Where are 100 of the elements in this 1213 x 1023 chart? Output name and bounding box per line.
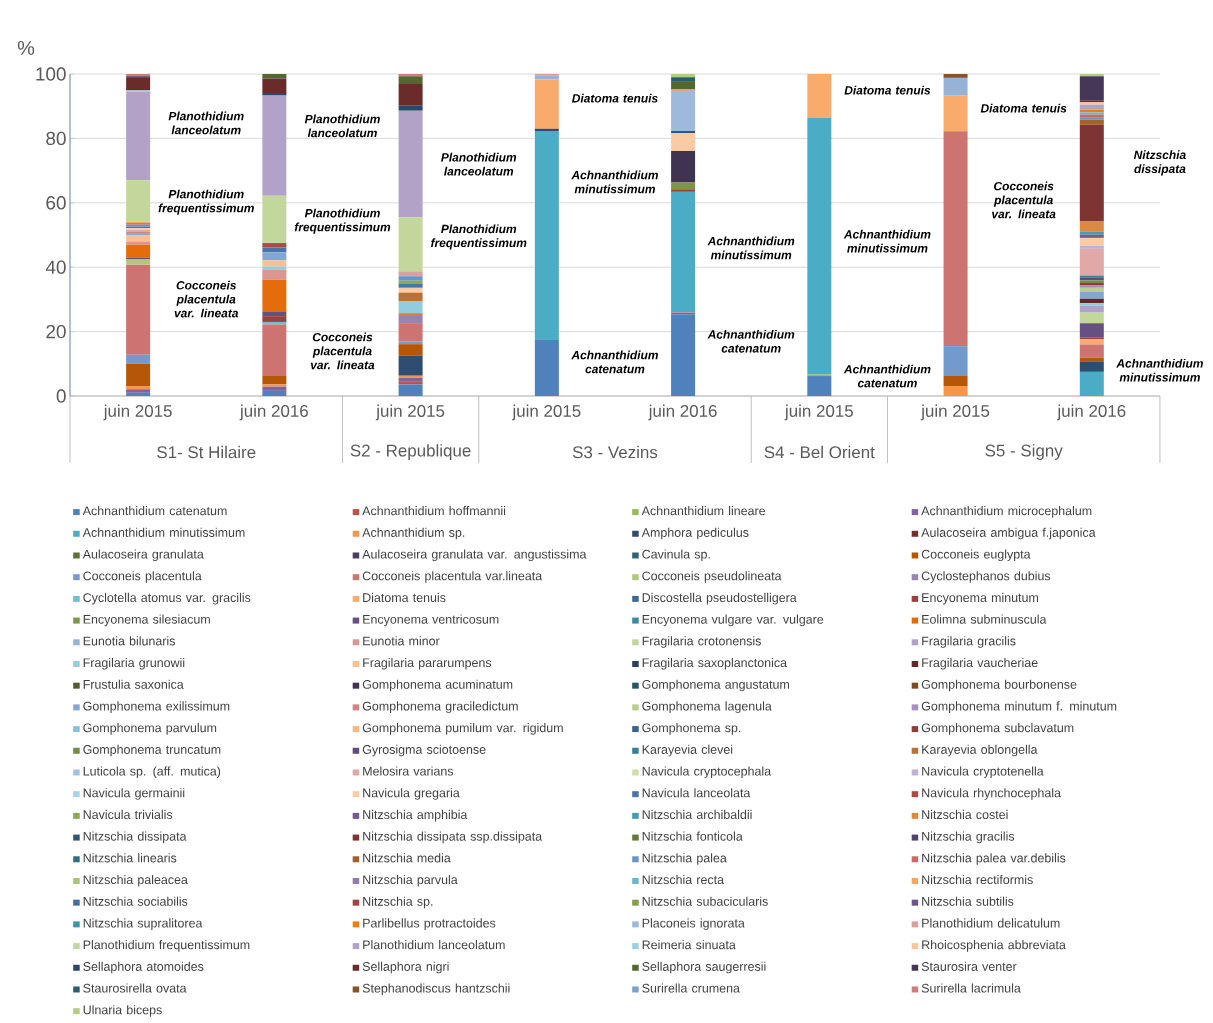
legend-label: Sellaphora saugerresii bbox=[642, 961, 766, 974]
legend-label: Cyclotella atomus var. gracilis bbox=[83, 592, 251, 605]
legend-label: Nitzschia dissipata ssp.dissipata bbox=[363, 831, 543, 844]
legend-label: Aulacoseira ambigua f.japonica bbox=[921, 527, 1096, 540]
annotation: Achnanthidium catenatum bbox=[571, 350, 658, 374]
annotation: Cocconeis placentula var. lineata bbox=[310, 332, 375, 370]
annotation: Diatoma tenuis bbox=[571, 93, 658, 103]
legend-label: Encyonema vulgare var. vulgare bbox=[642, 614, 824, 627]
legend-label: Navicula cryptocephala bbox=[642, 766, 772, 779]
annotation: Planothidium lanceolatum bbox=[441, 152, 517, 176]
x-tick-label: juin 2015 bbox=[920, 404, 990, 421]
annotation: Planothidium frequentissimum bbox=[431, 224, 527, 250]
legend-label: Fragilaria vaucheriae bbox=[922, 657, 1038, 670]
legend-label: Staurosirella ovata bbox=[83, 983, 187, 993]
legend-label: Achnanthidium lineare bbox=[641, 506, 766, 516]
legend-label: Cocconeis euglypta bbox=[921, 549, 1031, 562]
legend-label: Cocconeis placentula bbox=[83, 571, 202, 583]
legend-label: Fragilaria crotonensis bbox=[642, 636, 761, 648]
text: S3 - Vezins bbox=[572, 445, 658, 459]
y-tick-label: 20 bbox=[46, 324, 66, 339]
annotation: Cocconeis placentula var. lineata bbox=[992, 181, 1056, 219]
legend-label: Achnanthidium microcephalum bbox=[921, 506, 1092, 518]
y-tick-label: 100 bbox=[36, 67, 66, 81]
legend-label: Placoneis ignorata bbox=[642, 918, 745, 930]
x-tick-label: juin 2015 bbox=[784, 404, 853, 421]
legend-label: Nitzschia linearis bbox=[83, 853, 177, 863]
legend-label: Sellaphora nigri bbox=[362, 961, 449, 974]
legend-label: Fragilaria pararumpens bbox=[363, 657, 492, 670]
legend-label: Eolimna subminuscula bbox=[922, 614, 1047, 624]
legend-label: Planothidium lanceolatum bbox=[363, 940, 505, 950]
x-tick-label: juin 2015 bbox=[375, 404, 445, 421]
legend-label: Cavinula sp. bbox=[642, 549, 710, 562]
legend-label: Encyonema minutum bbox=[922, 592, 1039, 605]
legend-label: Planothidium frequentissimum bbox=[83, 940, 250, 952]
legend-label: Diatoma tenuis bbox=[363, 592, 446, 603]
annotation: Achnanthidium minutissimum bbox=[707, 236, 795, 260]
legend-label: Karayevia clevei bbox=[642, 744, 733, 757]
legend-label: Nitzschia gracilis bbox=[922, 831, 1015, 844]
legend-label: Navicula rhynchocephala bbox=[922, 788, 1061, 800]
legend-label: Discostella pseudostelligera bbox=[642, 592, 797, 605]
legend-label: Gomphonema truncatum bbox=[83, 744, 221, 757]
annotation: Planothidium lanceolatum bbox=[304, 114, 380, 138]
legend-label: Navicula germainii bbox=[83, 788, 185, 800]
legend-label: Nitzschia recta bbox=[642, 874, 725, 885]
legend-label: Staurosira venter bbox=[921, 961, 1017, 971]
text: S5 - Signy bbox=[985, 444, 1063, 460]
legend-label: Gyrosigma sciotoense bbox=[362, 744, 486, 757]
legend-label: Nitzschia sociabilis bbox=[83, 896, 188, 906]
legend-label: Nitzschia amphibia bbox=[363, 809, 468, 822]
legend-label: Gomphonema subclavatum bbox=[921, 723, 1074, 735]
legend-label: Achnanthidium catenatum bbox=[82, 506, 227, 516]
x-tick-label: juin 2016 bbox=[239, 404, 308, 421]
legend-label: Nitzschia subtilis bbox=[922, 896, 1014, 906]
text: S1- St Hilaire bbox=[157, 445, 256, 459]
legend-label: Nitzschia costei bbox=[922, 809, 1008, 820]
legend-label: Encyonema silesiacum bbox=[83, 614, 210, 627]
annotation: Achnanthidium minutissimum bbox=[571, 170, 658, 194]
y-tick-label: 60 bbox=[46, 196, 66, 210]
legend-label: Navicula lanceolata bbox=[642, 788, 751, 798]
y-axis-title: % bbox=[17, 41, 35, 55]
legend-label: Nitzschia archibaldii bbox=[642, 809, 752, 820]
legend-label: Surirella lacrimula bbox=[921, 983, 1021, 993]
text: S2 - Republique bbox=[350, 444, 471, 460]
legend-label: Nitzschia fonticola bbox=[642, 831, 743, 841]
annotation: Achnanthidium minutissimum bbox=[843, 229, 931, 253]
annotation: Achnanthidium catenatum bbox=[707, 329, 795, 353]
text: S4 - Bel Orient bbox=[764, 445, 875, 459]
legend-label: Nitzschia rectiformis bbox=[922, 874, 1033, 885]
x-tick-label: juin 2015 bbox=[103, 404, 172, 421]
legend-label: Gomphonema angustatum bbox=[642, 679, 789, 692]
y-tick-label: 40 bbox=[45, 260, 66, 274]
legend-label: Nitzschia sp. bbox=[363, 896, 433, 909]
y-tick-label: 80 bbox=[46, 131, 66, 146]
legend-label: Achnanthidium minutissimum bbox=[82, 527, 245, 537]
legend-label: Navicula gregaria bbox=[363, 788, 460, 800]
legend-label: Stephanodiscus hantzschii bbox=[362, 983, 510, 996]
annotation: Planothidium frequentissimum bbox=[294, 208, 391, 234]
legend-label: Navicula trivialis bbox=[83, 809, 173, 820]
legend-label: Nitzschia supralitorea bbox=[83, 918, 203, 930]
legend-label: Nitzschia dissipata bbox=[83, 831, 187, 844]
legend-label: Eunotia bilunaris bbox=[83, 636, 175, 646]
legend-label: Nitzschia media bbox=[363, 853, 451, 863]
legend-label: Rhoicosphenia abbreviata bbox=[922, 940, 1066, 952]
legend-label: Eunotia minor bbox=[363, 636, 440, 646]
x-tick-label: juin 2015 bbox=[512, 404, 581, 421]
legend-label: Sellaphora atomoides bbox=[83, 961, 204, 974]
legend-label: Nitzschia palea bbox=[642, 853, 727, 865]
legend-label: Achnanthidium hoffmannii bbox=[362, 506, 506, 516]
legend-label: Gomphonema exilissimum bbox=[83, 701, 230, 713]
legend-label: Aulacoseira granulata bbox=[82, 549, 204, 562]
legend-label: Nitzschia paleacea bbox=[83, 874, 188, 887]
legend-label: Parlibellus protractoides bbox=[363, 918, 496, 930]
legend-label: Melosira varians bbox=[363, 766, 454, 776]
legend-label: Gomphonema pumilum var. rigidum bbox=[362, 723, 563, 735]
legend-label: Gomphonema parvulum bbox=[83, 723, 217, 735]
legend-label: Gomphonema sp. bbox=[642, 723, 741, 735]
annotation: Nitzschia dissipata bbox=[1133, 150, 1186, 176]
legend-label: Karayevia oblongella bbox=[922, 744, 1038, 757]
legend-label: Nitzschia subacicularis bbox=[642, 896, 768, 906]
legend-label: Aulacoseira granulata var. angustissima bbox=[362, 549, 587, 562]
